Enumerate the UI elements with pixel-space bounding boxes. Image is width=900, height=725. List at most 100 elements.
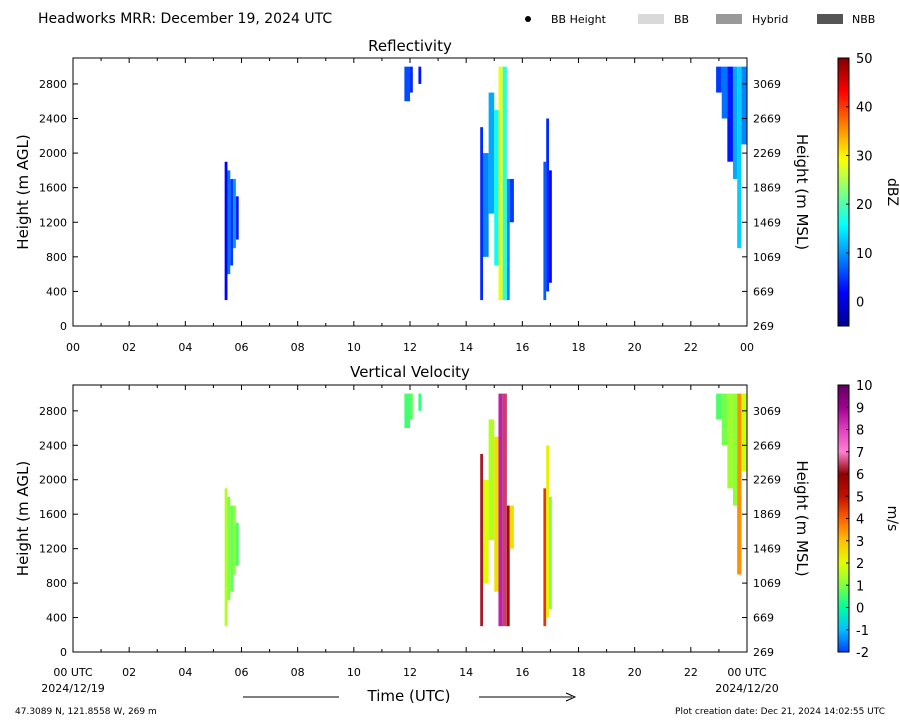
data-cell: [418, 66, 422, 84]
y-right-tick-label: 2269: [753, 147, 781, 160]
data-cell: [737, 393, 742, 575]
data-cell: [509, 505, 514, 549]
y-tick-label: 2000: [39, 474, 67, 487]
panel-title: Vertical Velocity: [350, 363, 470, 381]
x-tick-label: 04: [178, 341, 192, 354]
data-cell: [737, 66, 742, 249]
colorbar-tick-label: 7: [856, 446, 864, 461]
data-cell: [233, 179, 236, 249]
legend-label: BB Height: [551, 13, 607, 26]
colorbar-tick-label: 40: [856, 101, 873, 116]
x-tick-label: 12: [403, 341, 417, 354]
y-right-tick-label: 1069: [753, 577, 781, 590]
y-right-axis-label: Height (m MSL): [793, 460, 811, 576]
colorbar-tick-label: 20: [856, 198, 873, 213]
x-tick-label: 14: [459, 666, 473, 679]
legend-swatch-nbb: [817, 14, 843, 24]
x-tick-label: 08: [291, 341, 305, 354]
y-tick-label: 800: [46, 251, 67, 264]
panel-title: Reflectivity: [368, 37, 452, 55]
data-cell: [546, 445, 550, 618]
colorbar-tick-label: 8: [856, 424, 864, 439]
bb-height-marker-icon: [525, 16, 531, 22]
colorbar-label: m/s: [884, 506, 900, 532]
x-tick-label: 00 UTC: [53, 666, 93, 679]
colorbar-tick-label: 10: [856, 247, 873, 262]
data-cells: [224, 393, 747, 627]
data-cell: [224, 161, 228, 301]
data-cell: [721, 393, 728, 446]
x-tick-label: 10: [347, 666, 361, 679]
x-tick-label: 18: [572, 341, 586, 354]
colorbar-tick-label: 3: [856, 535, 864, 550]
x-tick-label: 16: [515, 666, 529, 679]
figure-title: Headworks MRR: December 19, 2024 UTC: [38, 11, 332, 27]
x-tick-label: 18: [572, 666, 586, 679]
time-arrow-head: [565, 692, 577, 702]
data-cell: [741, 393, 747, 472]
x-tick-label: 06: [235, 341, 249, 354]
data-cell: [546, 118, 550, 292]
y-tick-label: 2800: [39, 78, 67, 91]
data-cell: [410, 393, 413, 420]
x-tick-label: 00: [66, 341, 80, 354]
data-cell: [230, 179, 234, 266]
data-cell: [502, 66, 507, 301]
data-cell: [410, 66, 413, 93]
data-cell: [480, 453, 484, 627]
data-cells: [224, 66, 747, 301]
data-cell: [502, 393, 507, 627]
y-tick-label: 2000: [39, 147, 67, 160]
y-tick-label: 1600: [39, 182, 67, 195]
y-right-tick-label: 2269: [753, 474, 781, 487]
y-right-axis-label: Height (m MSL): [793, 134, 811, 250]
x-tick-label: 06: [235, 666, 249, 679]
data-cell: [227, 496, 231, 601]
data-cell: [721, 66, 728, 119]
data-cell: [235, 522, 239, 566]
legend-swatch-hybrid: [716, 14, 742, 24]
bb-legend: BB Height BB Hybrid NBB: [525, 13, 875, 26]
y-right-tick-label: 669: [753, 612, 774, 625]
x-tick-label: 20: [628, 666, 642, 679]
colorbar-tick-label: 50: [856, 52, 873, 67]
y-right-tick-label: 269: [753, 646, 774, 659]
data-cell: [494, 436, 499, 592]
x-tick-label: 12: [403, 666, 417, 679]
data-cell: [418, 393, 422, 411]
data-cell: [498, 66, 503, 301]
colorbar-tick-label: 0: [856, 296, 864, 311]
y-tick-label: 0: [60, 646, 67, 659]
y-tick-label: 0: [60, 320, 67, 333]
colorbar-tick-label: 4: [856, 513, 864, 528]
data-cell: [488, 92, 495, 214]
y-right-tick-label: 3069: [753, 405, 781, 418]
data-cell: [727, 66, 733, 162]
x-tick-label: 02: [122, 341, 136, 354]
colorbar-label: dBZ: [884, 178, 900, 206]
start-date-label: 2024/12/19: [41, 682, 104, 695]
legend-swatch-bb: [638, 14, 664, 24]
colorbar-tick-label: 2: [856, 557, 864, 572]
y-right-tick-label: 2669: [753, 113, 781, 126]
y-right-tick-label: 1869: [753, 508, 781, 521]
y-tick-label: 800: [46, 577, 67, 590]
x-tick-label: 04: [178, 666, 192, 679]
y-axis-label: Height (m AGL): [14, 134, 32, 249]
data-cell: [549, 170, 552, 283]
legend-label: BB: [674, 13, 689, 26]
colorbar-tick-label: 6: [856, 468, 864, 483]
data-cell: [483, 153, 489, 257]
data-cell: [233, 505, 236, 575]
data-cell: [230, 505, 234, 592]
y-right-tick-label: 1869: [753, 182, 781, 195]
data-cell: [716, 66, 722, 93]
data-cell: [549, 496, 552, 609]
legend-label: Hybrid: [752, 13, 788, 26]
x-tick-label: 08: [291, 666, 305, 679]
colorbar: [837, 57, 850, 327]
y-right-tick-label: 1069: [753, 251, 781, 264]
time-axis-label: Time (UTC): [367, 687, 451, 705]
